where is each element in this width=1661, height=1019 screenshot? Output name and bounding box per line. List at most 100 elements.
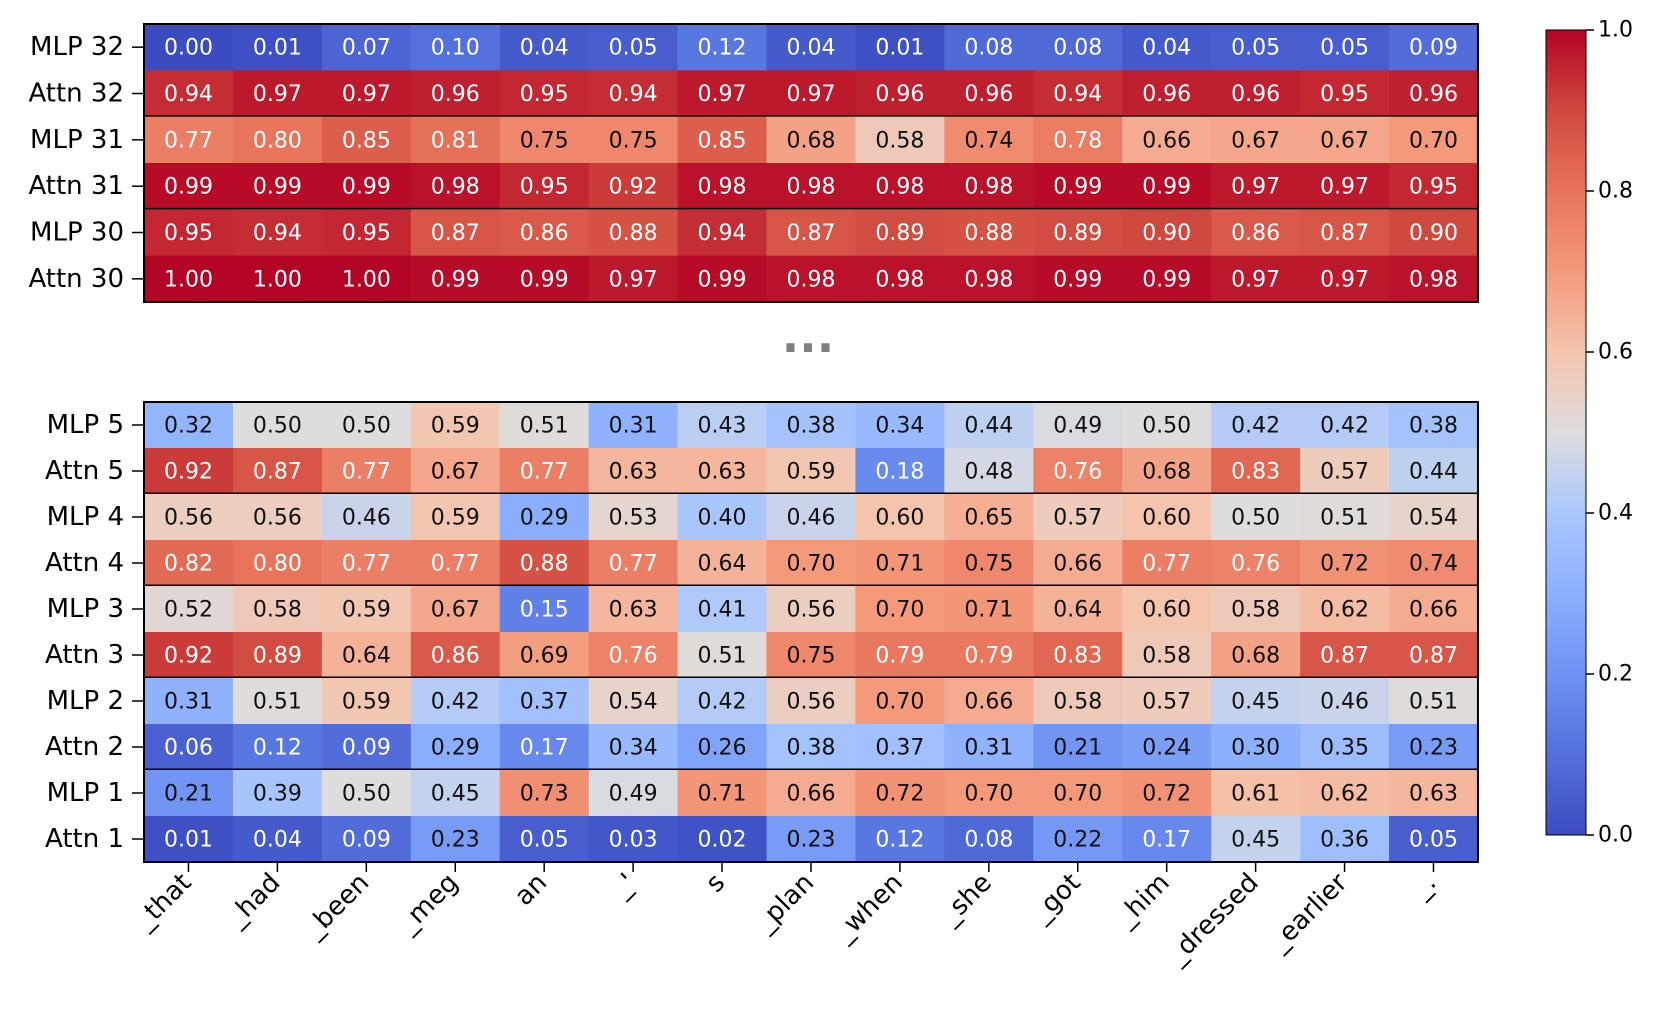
colorbar-tick-label: 1.0: [1598, 18, 1633, 43]
cell-value-label: 0.03: [609, 828, 658, 853]
heatmap-cell: [766, 448, 857, 495]
cell-value-label: 0.59: [342, 690, 391, 715]
cell-value-label: 0.82: [164, 552, 213, 577]
heatmap-cell: [499, 724, 590, 771]
heatmap-cell: [1122, 163, 1212, 210]
cell-value-label: 0.99: [1053, 267, 1102, 292]
cell-value-label: 0.51: [520, 414, 569, 439]
heatmap-cell: [944, 678, 1034, 725]
cell-value-label: 1.00: [253, 267, 302, 292]
colorbar-tick-label: 0.2: [1598, 662, 1633, 687]
cell-value-label: 0.09: [342, 828, 391, 853]
cell-value-label: 0.94: [698, 221, 747, 246]
cell-value-label: 0.50: [342, 414, 391, 439]
heatmap-cell: [144, 402, 234, 449]
heatmap-cell: [1211, 209, 1301, 257]
cell-value-label: 0.98: [698, 175, 747, 200]
cell-value-label: 0.58: [1231, 598, 1280, 623]
x-tick-label: _plan: [749, 868, 820, 939]
cell-value-label: 0.39: [253, 782, 302, 807]
x-tick-label: _that: [129, 868, 197, 936]
heatmap-cell: [410, 770, 501, 817]
heatmap-cell: [766, 678, 857, 725]
row-label: Attn 2: [45, 732, 124, 762]
heatmap-cell: [410, 209, 501, 257]
heatmap-cell: [944, 70, 1034, 118]
heatmap-cell: [499, 678, 590, 725]
cell-value-label: 0.87: [1409, 644, 1458, 669]
cell-value-label: 0.70: [964, 782, 1013, 807]
heatmap-cell: [499, 24, 590, 71]
colorbar-tick-label: 0.0: [1598, 823, 1633, 848]
heatmap-cell: [677, 540, 768, 587]
cell-value-label: 0.95: [1409, 175, 1458, 200]
heatmap-cell: [144, 724, 234, 771]
heatmap-cell: [1300, 494, 1390, 541]
heatmap-cell: [677, 586, 768, 633]
cell-value-label: 0.99: [431, 267, 480, 292]
cell-value-label: 0.54: [1409, 506, 1458, 531]
cell-value-label: 0.66: [786, 782, 835, 807]
cell-value-label: 0.77: [342, 460, 391, 485]
cell-value-label: 0.66: [1053, 552, 1102, 577]
heatmap-cell: [1389, 586, 1479, 633]
heatmap-cell: [1122, 494, 1212, 541]
heatmap-cell: [1389, 70, 1479, 118]
heatmap-cell: [1211, 24, 1301, 71]
cell-value-label: 0.95: [1320, 82, 1369, 107]
colorbar-frame: [1545, 29, 1587, 836]
cell-value-label: 0.96: [1409, 82, 1458, 107]
cell-value-label: 0.99: [1053, 175, 1102, 200]
cell-value-label: 0.83: [1053, 644, 1102, 669]
heatmap-cell: [144, 540, 234, 587]
colorbar: 0.0 0.2 0.4 0.6 0.8 1.0: [1545, 18, 1633, 848]
cell-value-label: 0.12: [253, 736, 302, 761]
cell-value-label: 0.04: [1142, 36, 1191, 61]
cell-value-label: 0.97: [1320, 267, 1369, 292]
x-tick-label: _when: [828, 868, 909, 949]
heatmap-cell: [1122, 586, 1212, 633]
row-label: MLP 5: [47, 410, 124, 440]
cell-value-label: 0.98: [964, 175, 1013, 200]
heatmap-cell: [144, 632, 234, 679]
heatmap-cell: [677, 402, 768, 449]
cell-value-label: 0.05: [609, 36, 658, 61]
heatmap-cell: [410, 402, 501, 449]
cell-value-label: 0.97: [253, 82, 302, 107]
heatmap-cell: [321, 70, 412, 118]
cell-value-label: 0.04: [520, 36, 569, 61]
cell-value-label: 0.38: [786, 736, 835, 761]
heatmap-cell: [321, 816, 412, 863]
cell-value-label: 0.50: [1231, 506, 1280, 531]
cell-value-label: 0.97: [1231, 267, 1280, 292]
heatmap-panels: 0.00 0.01 0.07 0.10 0.04 0.05 0.12 0.04 0.01 0.08…: [28, 23, 1479, 863]
cell-value-label: 0.42: [1231, 414, 1280, 439]
cell-value-label: 0.60: [875, 506, 924, 531]
heatmap-cell: [499, 632, 590, 679]
cell-value-label: 0.22: [1053, 828, 1102, 853]
cell-value-label: 0.32: [164, 414, 213, 439]
cell-value-label: 0.86: [1231, 221, 1280, 246]
cell-value-label: 0.73: [520, 782, 569, 807]
panel-frame: [143, 23, 1479, 303]
x-tick-label: _got: [1025, 868, 1086, 929]
cell-value-label: 0.58: [1053, 690, 1102, 715]
cell-value-label: 0.96: [431, 82, 480, 107]
cell-value-label: 0.94: [164, 82, 213, 107]
heatmap-cell: [232, 24, 323, 71]
heatmap-cell: [1033, 770, 1123, 817]
heatmap-cell: [232, 255, 323, 303]
heatmap-cell: [1389, 402, 1479, 449]
heatmap-cell: [677, 494, 768, 541]
heatmap-cell: [944, 494, 1034, 541]
cell-value-label: 0.08: [964, 36, 1013, 61]
cell-value-label: 0.87: [431, 221, 480, 246]
x-tick-label: _been: [298, 868, 375, 945]
heatmap-cell: [588, 209, 679, 257]
heatmap-cell: [499, 494, 590, 541]
x-tick-label: an: [509, 868, 553, 912]
cell-value-label: 0.41: [698, 598, 747, 623]
cell-value-label: 0.80: [253, 128, 302, 153]
cell-value-label: 0.23: [431, 828, 480, 853]
row-label: MLP 1: [47, 778, 124, 808]
